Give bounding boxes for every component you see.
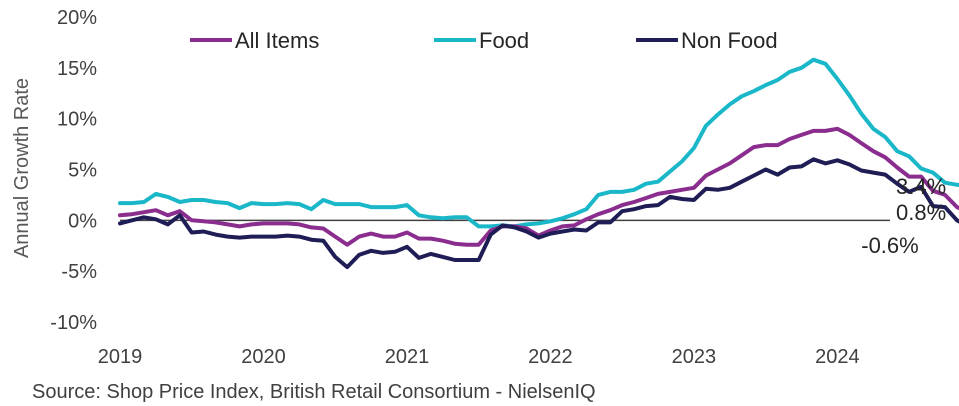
- x-tick-label: 2021: [385, 346, 430, 368]
- y-tick-label: 0%: [68, 210, 97, 232]
- x-tick-label: 2019: [98, 346, 143, 368]
- end-value-labels: 3.4%0.8% -0.6%: [861, 174, 946, 258]
- source-note: Source: Shop Price Index, British Retail…: [32, 381, 596, 403]
- series-line-food: [118, 57, 959, 229]
- series-lines: [118, 57, 959, 270]
- x-tick-label: 2020: [241, 346, 286, 368]
- y-tick-label: 5%: [68, 160, 97, 182]
- x-tick-label: 2024: [815, 346, 860, 368]
- y-axis: -10% -5% 0% 5% 10% 15% 20%: [50, 7, 97, 334]
- y-tick-label: 10%: [57, 109, 97, 131]
- legend-label: Food: [479, 28, 529, 53]
- x-axis: 2019 2020 2021 2022 2023 2024: [98, 346, 860, 368]
- end-value-label: 0.8%: [896, 200, 946, 225]
- y-tick-label: 20%: [57, 7, 97, 29]
- legend-label: All Items: [235, 28, 319, 53]
- x-tick-label: 2023: [672, 346, 717, 368]
- end-value-label: 3.4%: [896, 174, 946, 199]
- series-line-all-items: [118, 126, 959, 247]
- y-tick-label: -5%: [61, 261, 97, 283]
- x-tick-label: 2022: [528, 346, 573, 368]
- legend: All Items Food Non Food: [190, 28, 778, 53]
- y-tick-label: -10%: [50, 312, 97, 334]
- legend-label: Non Food: [681, 28, 778, 53]
- y-axis-title: Annual Growth Rate: [11, 78, 33, 258]
- end-value-label: -0.6%: [861, 233, 918, 258]
- series-line-non-food: [118, 157, 959, 270]
- y-tick-label: 15%: [57, 58, 97, 80]
